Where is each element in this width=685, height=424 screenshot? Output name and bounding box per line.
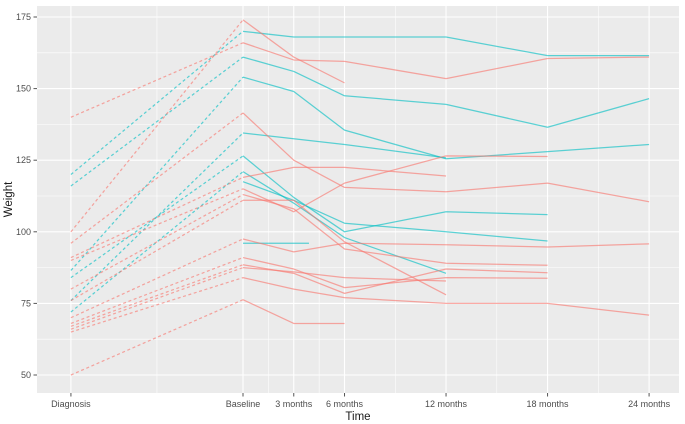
x-tick-label: 3 months	[275, 399, 313, 409]
y-tick-label: 100	[16, 227, 31, 237]
patient-line-salmon-03	[242, 112, 650, 203]
x-tick-label: 12 months	[425, 399, 468, 409]
patient-line-teal-03	[242, 76, 650, 160]
patient-line-salmon-02	[242, 19, 345, 84]
patient-line-salmon-06	[242, 193, 548, 266]
patient-line-salmon-09	[242, 256, 548, 289]
y-tick-label: 125	[16, 155, 31, 165]
patient-line-dashed-teal-01	[70, 30, 244, 176]
plot-panel	[37, 6, 679, 393]
patient-line-dashed-salmon-08	[70, 238, 244, 319]
x-tick-label: Diagnosis	[51, 399, 91, 409]
patient-line-salmon-04	[242, 166, 447, 178]
patient-line-salmon-11	[242, 266, 447, 282]
patient-line-teal-02	[242, 56, 650, 128]
y-tick-label: 175	[16, 12, 31, 22]
x-tick-label: Baseline	[226, 399, 261, 409]
patient-line-dashed-salmon-02	[70, 19, 244, 233]
patient-line-dashed-salmon-06	[70, 194, 244, 290]
y-tick-label: 50	[21, 370, 31, 380]
patient-line-dashed-teal-04	[70, 155, 244, 279]
patient-line-dashed-salmon-04	[70, 176, 244, 259]
patient-line-dashed-salmon-10	[70, 264, 244, 327]
patient-line-dashed-salmon-12	[70, 277, 244, 333]
patient-line-teal-01	[242, 30, 650, 57]
patient-line-teal-04	[242, 155, 548, 233]
x-tick-label: 18 months	[527, 399, 570, 409]
patient-line-salmon-07	[243, 199, 447, 296]
y-tick-label: 75	[21, 298, 31, 308]
patient-line-dashed-salmon-03	[70, 112, 244, 244]
patient-line-salmon-13	[242, 299, 345, 325]
y-tick-label: 150	[16, 84, 31, 94]
x-tick-label: 24 months	[628, 399, 671, 409]
x-tick-label: 6 months	[326, 399, 364, 409]
patient-line-dashed-teal-06	[70, 171, 244, 313]
patient-line-salmon-08	[242, 238, 650, 253]
patient-line-dashed-teal-02	[70, 56, 244, 187]
patient-line-salmon-01	[242, 42, 650, 80]
patient-line-dashed-salmon-09	[70, 256, 244, 325]
x-axis-title: Time	[345, 411, 370, 423]
patient-line-dashed-teal-03	[70, 76, 244, 271]
patient-line-dashed-teal-05	[70, 132, 244, 301]
patient-line-dashed-salmon-11	[70, 267, 244, 330]
y-axis-title: Weight	[3, 181, 15, 217]
patient-line-salmon-12	[242, 277, 650, 316]
patient-line-teal-07	[242, 181, 548, 242]
